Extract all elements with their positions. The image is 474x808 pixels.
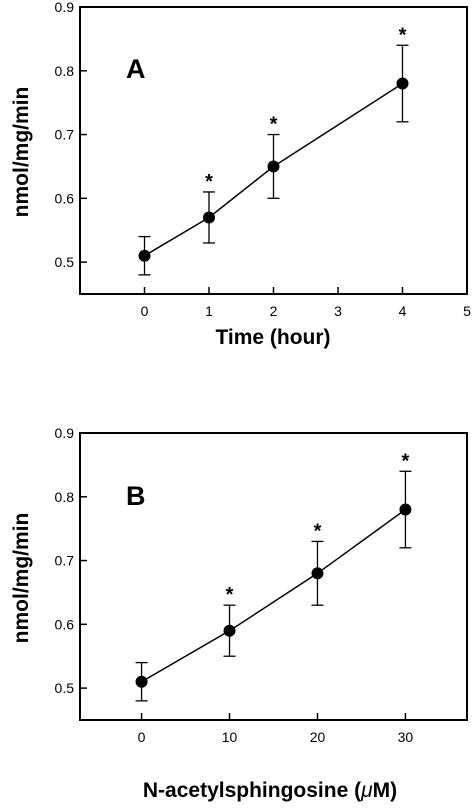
series-line bbox=[141, 508, 406, 683]
x-axis-title-a: Time (hour) bbox=[215, 326, 330, 349]
x-tick-label: 2 bbox=[270, 303, 278, 319]
x-tick-label: 5 bbox=[463, 303, 471, 319]
data-point bbox=[396, 77, 409, 90]
y-axis-ticks-b: 0.5 0.6 0.7 0.8 0.9 bbox=[55, 425, 87, 696]
series-a: * * * bbox=[138, 24, 409, 276]
significance-star: * bbox=[226, 584, 234, 606]
y-tick-label: 0.6 bbox=[55, 616, 75, 632]
x-tick-label: 30 bbox=[398, 729, 414, 745]
x-tick-label: 20 bbox=[310, 729, 326, 745]
x-axis-title-b-prefix: N-acetylsphingosine ( bbox=[143, 779, 361, 802]
data-point bbox=[135, 675, 148, 688]
y-tick-label: 0.7 bbox=[55, 127, 75, 143]
panel-b: 0.5 0.6 0.7 0.8 0.9 0 10 20 30 * * * B nmol/mg/mi… bbox=[10, 425, 468, 802]
data-point bbox=[138, 249, 151, 262]
x-axis-ticks-b: 0 10 20 30 bbox=[138, 713, 414, 745]
series-b: * * * bbox=[135, 450, 412, 702]
x-axis-ticks-a: 0 1 2 3 4 5 bbox=[141, 287, 471, 319]
y-tick-label: 0.5 bbox=[55, 680, 75, 696]
x-tick-label: 10 bbox=[222, 729, 238, 745]
data-point bbox=[223, 624, 236, 637]
panel-a: 0.5 0.6 0.7 0.8 0.9 0 1 2 3 4 5 * * * A nmol/mg/min… bbox=[10, 0, 471, 349]
data-point bbox=[399, 503, 412, 516]
y-axis-ticks-a: 0.5 0.6 0.7 0.8 0.9 bbox=[55, 0, 87, 270]
plot-frame-b bbox=[79, 432, 468, 721]
x-tick-label: 1 bbox=[205, 303, 213, 319]
significance-star: * bbox=[270, 114, 278, 136]
y-tick-label: 0.9 bbox=[55, 425, 75, 441]
x-axis-title-b: N-acetylsphingosine (μM) bbox=[143, 779, 397, 802]
data-point bbox=[311, 567, 324, 580]
data-point bbox=[267, 160, 280, 173]
y-tick-label: 0.8 bbox=[55, 63, 75, 79]
x-tick-label: 3 bbox=[334, 303, 342, 319]
y-tick-label: 0.7 bbox=[55, 553, 75, 569]
panel-label-a: A bbox=[126, 54, 146, 84]
y-axis-title-a: nmol/mg/min bbox=[10, 87, 33, 218]
y-axis-title-b: nmol/mg/min bbox=[10, 513, 33, 644]
x-tick-label: 0 bbox=[141, 303, 149, 319]
y-tick-label: 0.9 bbox=[55, 0, 75, 15]
series-line bbox=[144, 82, 403, 257]
x-tick-label: 0 bbox=[138, 729, 146, 745]
significance-star: * bbox=[402, 450, 410, 472]
y-tick-label: 0.8 bbox=[55, 489, 75, 505]
panel-label-b: B bbox=[126, 481, 146, 511]
x-tick-label: 4 bbox=[399, 303, 407, 319]
y-tick-label: 0.5 bbox=[55, 254, 75, 270]
significance-star: * bbox=[205, 171, 213, 193]
x-axis-title-b-mu: μ bbox=[360, 779, 373, 802]
data-point bbox=[203, 211, 215, 224]
significance-star: * bbox=[314, 520, 322, 542]
y-tick-label: 0.6 bbox=[55, 190, 75, 206]
significance-star: * bbox=[399, 24, 407, 46]
x-axis-title-b-suffix: M) bbox=[373, 779, 398, 802]
